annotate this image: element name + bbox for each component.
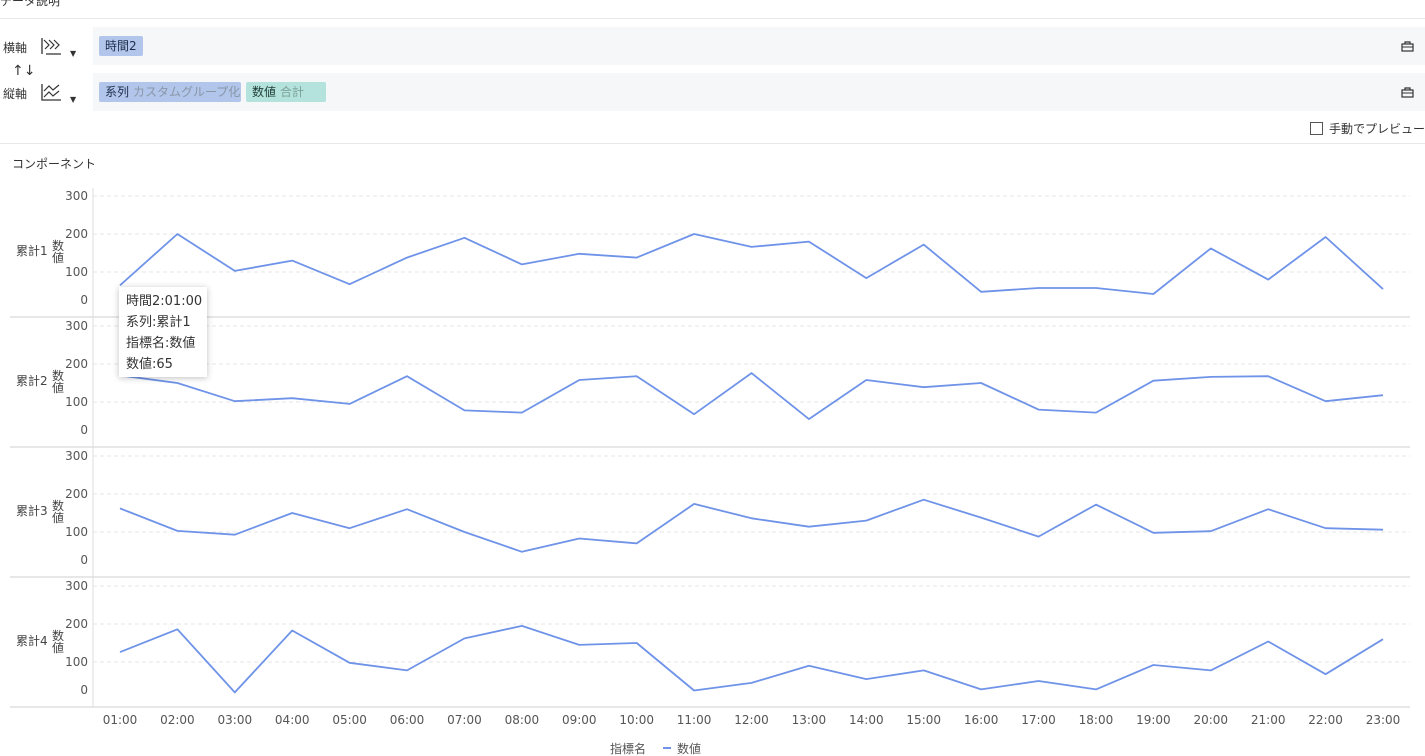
x-axis-label: 横軸 bbox=[3, 41, 28, 55]
x-tick-label: 17:00 bbox=[1021, 713, 1056, 727]
y-axis-title-char: 値 bbox=[52, 250, 64, 265]
x-axis-row: 横軸 ▼ 時間2 bbox=[0, 27, 1425, 65]
tooltip-time: 時間2:01:00 bbox=[126, 294, 203, 309]
lock-icon bbox=[1401, 87, 1414, 98]
y-tick-label: 100 bbox=[65, 395, 88, 409]
y-axis-title-char: 数 bbox=[52, 628, 64, 643]
x-tick-label: 03:00 bbox=[218, 713, 253, 727]
x-tick-label: 07:00 bbox=[447, 713, 482, 727]
y-tick-label: 100 bbox=[65, 655, 88, 669]
y-axis-row: 縦軸 ▼ 系列 カスタムグループ化 数値 合計 bbox=[0, 73, 1425, 111]
value-field-label: 数値 bbox=[252, 85, 277, 99]
y-tick-label: 0 bbox=[80, 683, 88, 697]
x-axis-field-pill[interactable]: 時間2 bbox=[99, 36, 143, 56]
y-axis-title-char: 数 bbox=[52, 498, 64, 513]
x-axis-drop-zone[interactable]: 時間2 bbox=[93, 27, 1389, 65]
x-tick-label: 20:00 bbox=[1193, 713, 1228, 727]
y-tick-label: 300 bbox=[65, 319, 88, 333]
y-tick-label: 300 bbox=[65, 189, 88, 203]
x-tick-label: 10:00 bbox=[619, 713, 654, 727]
x-tick-label: 02:00 bbox=[160, 713, 195, 727]
panel-label: 累計4 bbox=[16, 633, 48, 648]
tooltip-value: 数値:65 bbox=[126, 357, 173, 372]
y-tick-label: 300 bbox=[65, 449, 88, 463]
y-tick-label: 200 bbox=[65, 227, 88, 241]
settings-divider bbox=[0, 143, 1425, 144]
y-axis-chart-icon[interactable] bbox=[40, 82, 62, 102]
series-line-累計2 bbox=[119, 372, 1384, 421]
x-axis-chevron-down-icon[interactable]: ▼ bbox=[70, 49, 77, 58]
x-tick-label: 23:00 bbox=[1366, 713, 1401, 727]
x-axis-chart-icon[interactable] bbox=[40, 36, 62, 56]
x-axis-field-label: 時間2 bbox=[105, 39, 137, 53]
lock-icon bbox=[1401, 41, 1414, 52]
y-tick-label: 0 bbox=[80, 423, 88, 437]
value-field-pill[interactable]: 数値 合計 bbox=[246, 82, 326, 102]
y-axis-lock-button[interactable] bbox=[1389, 73, 1425, 111]
legend-entry: 数値 bbox=[677, 741, 701, 756]
x-tick-label: 11:00 bbox=[677, 713, 712, 727]
x-tick-label: 13:00 bbox=[792, 713, 827, 727]
panel-label: 累計1 bbox=[16, 243, 48, 258]
y-tick-label: 0 bbox=[80, 553, 88, 567]
series-field-pill[interactable]: 系列 カスタムグループ化 bbox=[99, 82, 241, 102]
header-divider bbox=[0, 18, 1425, 19]
x-tick-label: 22:00 bbox=[1308, 713, 1343, 727]
value-field-sub: 合計 bbox=[280, 85, 305, 99]
swap-axes-icon[interactable]: ↑↓ bbox=[12, 63, 36, 79]
component-title: コンポーネント bbox=[12, 157, 97, 171]
x-axis-lock-button[interactable] bbox=[1389, 27, 1425, 65]
x-tick-label: 06:00 bbox=[390, 713, 425, 727]
panel-label: 累計3 bbox=[16, 503, 48, 518]
manual-preview-label: 手動でプレビュー bbox=[1328, 122, 1425, 136]
x-tick-label: 14:00 bbox=[849, 713, 884, 727]
series-line-累計3 bbox=[119, 498, 1384, 553]
chart-tooltip: 時間2:01:00 系列:累計1 指標名:数値 数値:65 bbox=[119, 287, 207, 377]
legend-title: 指標名 bbox=[610, 741, 646, 756]
x-tick-label: 12:00 bbox=[734, 713, 769, 727]
x-tick-label: 08:00 bbox=[505, 713, 540, 727]
manual-preview-checkbox[interactable] bbox=[1309, 122, 1323, 135]
y-axis-title-char: 数 bbox=[52, 238, 64, 253]
series-field-label: 系列 bbox=[105, 85, 130, 99]
y-tick-label: 200 bbox=[65, 357, 88, 371]
tooltip-metric: 指標名:数値 bbox=[126, 336, 196, 351]
y-axis-label: 縦軸 bbox=[3, 87, 28, 101]
x-tick-label: 05:00 bbox=[332, 713, 367, 727]
x-tick-label: 15:00 bbox=[906, 713, 941, 727]
panel-label: 累計2 bbox=[16, 373, 48, 388]
series-field-sub: カスタムグループ化 bbox=[133, 85, 241, 99]
y-tick-label: 0 bbox=[80, 293, 88, 307]
y-axis-title-char: 値 bbox=[52, 380, 64, 395]
y-axis-title-char: 値 bbox=[52, 510, 64, 525]
x-tick-label: 18:00 bbox=[1079, 713, 1114, 727]
x-tick-label: 01:00 bbox=[103, 713, 138, 727]
x-tick-label: 04:00 bbox=[275, 713, 310, 727]
x-tick-label: 19:00 bbox=[1136, 713, 1171, 727]
tooltip-series: 系列:累計1 bbox=[126, 315, 191, 330]
x-tick-label: 21:00 bbox=[1251, 713, 1286, 727]
y-tick-label: 200 bbox=[65, 617, 88, 631]
y-axis-title-char: 値 bbox=[52, 640, 64, 655]
y-axis-title-char: 数 bbox=[52, 368, 64, 383]
y-axis-chevron-down-icon[interactable]: ▼ bbox=[70, 95, 77, 104]
y-tick-label: 100 bbox=[65, 265, 88, 279]
manual-preview-toggle[interactable]: 手動でプレビュー bbox=[1309, 120, 1425, 137]
y-axis-drop-zone[interactable]: 系列 カスタムグループ化 数値 合計 bbox=[93, 73, 1389, 111]
series-line-累計4 bbox=[119, 624, 1384, 694]
series-line-累計1 bbox=[119, 233, 1384, 295]
y-tick-label: 200 bbox=[65, 487, 88, 501]
y-tick-label: 100 bbox=[65, 525, 88, 539]
x-tick-label: 09:00 bbox=[562, 713, 597, 727]
y-tick-label: 300 bbox=[65, 579, 88, 593]
data-description-title: データ説明 bbox=[0, 0, 61, 8]
x-tick-label: 16:00 bbox=[964, 713, 999, 727]
